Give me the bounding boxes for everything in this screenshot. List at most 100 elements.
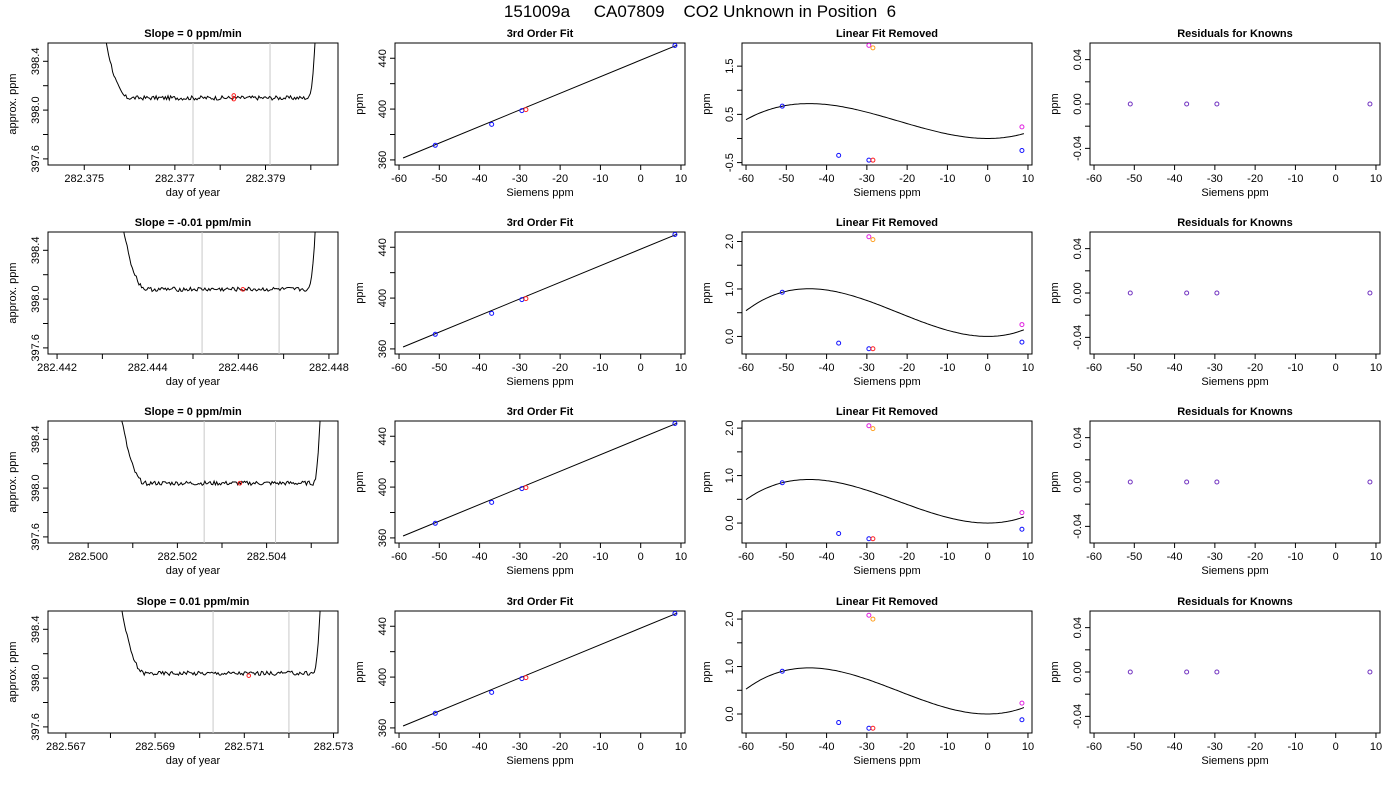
y-tick-label: 360 [377,529,389,547]
x-tick-label: -40 [472,362,488,374]
y-axis-label: ppm [1049,661,1061,682]
data-point [1019,526,1025,532]
x-tick-label: 0 [1333,173,1339,185]
x-tick-label: 282.446 [218,362,258,374]
plot-frame [394,610,686,734]
data-point [672,43,678,49]
y-tick-label: 2.0 [724,420,736,435]
x-tick-label: 0 [985,173,991,185]
data-point [779,103,785,109]
y-tick-label: 1.0 [724,659,736,674]
x-axis-label: Siemens ppm [1201,187,1268,199]
data-point [432,520,438,526]
data-point [523,675,529,681]
data-point [1127,669,1133,675]
y-tick-label: 398.0 [30,474,42,502]
x-tick-label: -20 [1247,741,1263,753]
x-tick-label: 282.379 [246,173,286,185]
panel-title: 3rd Order Fit [507,596,574,608]
data-point [523,296,529,302]
x-axis-label: Siemens ppm [1201,565,1268,577]
x-tick-label: -60 [391,551,407,563]
x-tick-label: -30 [1207,741,1223,753]
y-tick-label: 398.4 [30,237,42,265]
x-tick-label: -30 [859,362,875,374]
x-tick-label: 0 [638,362,644,374]
data-point [1367,290,1373,296]
panel-title: Residuals for Knowns [1177,28,1293,40]
data-point [866,536,872,542]
panel-5: Slope = -0.01 ppm/min 282.442 282.444 282.4… [7,217,349,388]
x-tick-label: -30 [1207,551,1223,563]
data-point [523,107,529,113]
x-tick-label: -50 [431,741,447,753]
x-tick-label: -60 [391,173,407,185]
data-point [523,485,529,491]
y-tick-label: 360 [377,151,389,169]
data-point [866,612,872,618]
panel-title: 3rd Order Fit [507,28,574,40]
data-point [870,45,876,51]
x-tick-label: 282.502 [158,551,198,563]
x-tick-label: -60 [1086,551,1102,563]
y-tick-label: -0.04 [1072,704,1084,729]
x-tick-label: -60 [738,741,754,753]
y-axis-label: ppm [1049,93,1061,114]
y-tick-label: 360 [377,719,389,737]
plot-area [745,234,1025,352]
y-tick-label: 0.00 [1072,661,1084,682]
data-point [866,157,872,163]
y-axis-label: approx. ppm [7,641,19,702]
x-tick-label: -40 [819,362,835,374]
x-tick-label: -10 [939,551,955,563]
x-tick-label: -60 [738,173,754,185]
y-tick-label: 2.0 [724,234,736,249]
panel-title: 3rd Order Fit [507,406,574,418]
x-tick-label: 10 [1370,362,1382,374]
data-point [836,152,842,158]
average-point [231,96,237,102]
x-tick-label: -10 [592,362,608,374]
data-point [1019,148,1025,154]
x-axis-label: day of year [166,755,221,767]
y-tick-label: 0.00 [1072,282,1084,303]
panel-title: Residuals for Knowns [1177,596,1293,608]
plot-area [121,611,321,733]
panel-9: Slope = 0 ppm/min 282.500 282.502 282.504 39… [7,406,339,577]
data-point [836,340,842,346]
y-tick-label: 400 [377,289,389,307]
plot-frame [47,231,339,355]
panel-title: Linear Fit Removed [836,217,938,229]
x-tick-label: 0 [985,362,991,374]
y-axis-label: ppm [701,93,713,114]
data-point [836,531,842,537]
residual-curve [745,667,1025,715]
data-point [870,426,876,432]
x-tick-label: -30 [859,551,875,563]
panel-title: Residuals for Knowns [1177,406,1293,418]
panel-2: 3rd Order Fit -60 -50 -40 -30 -20 -10 0 10 360 400… [354,28,687,199]
x-tick-label: -40 [472,551,488,563]
y-axis-label: ppm [1049,282,1061,303]
x-tick-label: -20 [899,362,915,374]
y-tick-label: 400 [377,100,389,118]
data-point [779,289,785,295]
data-point [779,480,785,486]
fit-line [402,612,678,727]
panel-16: Residuals for Knowns -60 -50 -40 -30 -20 -10 0 1… [1049,596,1382,767]
y-tick-label: 0.0 [724,329,736,344]
x-tick-label: -20 [1247,173,1263,185]
x-tick-label: -10 [1287,551,1303,563]
panel-title: Slope = 0 ppm/min [144,28,242,40]
panel-4: Residuals for Knowns -60 -50 -40 -30 -20 -10 0 1… [1049,28,1382,199]
data-point [866,234,872,240]
plot-frame [1089,42,1381,166]
x-tick-label: -20 [899,741,915,753]
x-tick-label: -40 [819,551,835,563]
x-tick-label: -30 [512,362,528,374]
data-point [866,423,872,429]
data-point [870,536,876,542]
data-point [1019,717,1025,723]
